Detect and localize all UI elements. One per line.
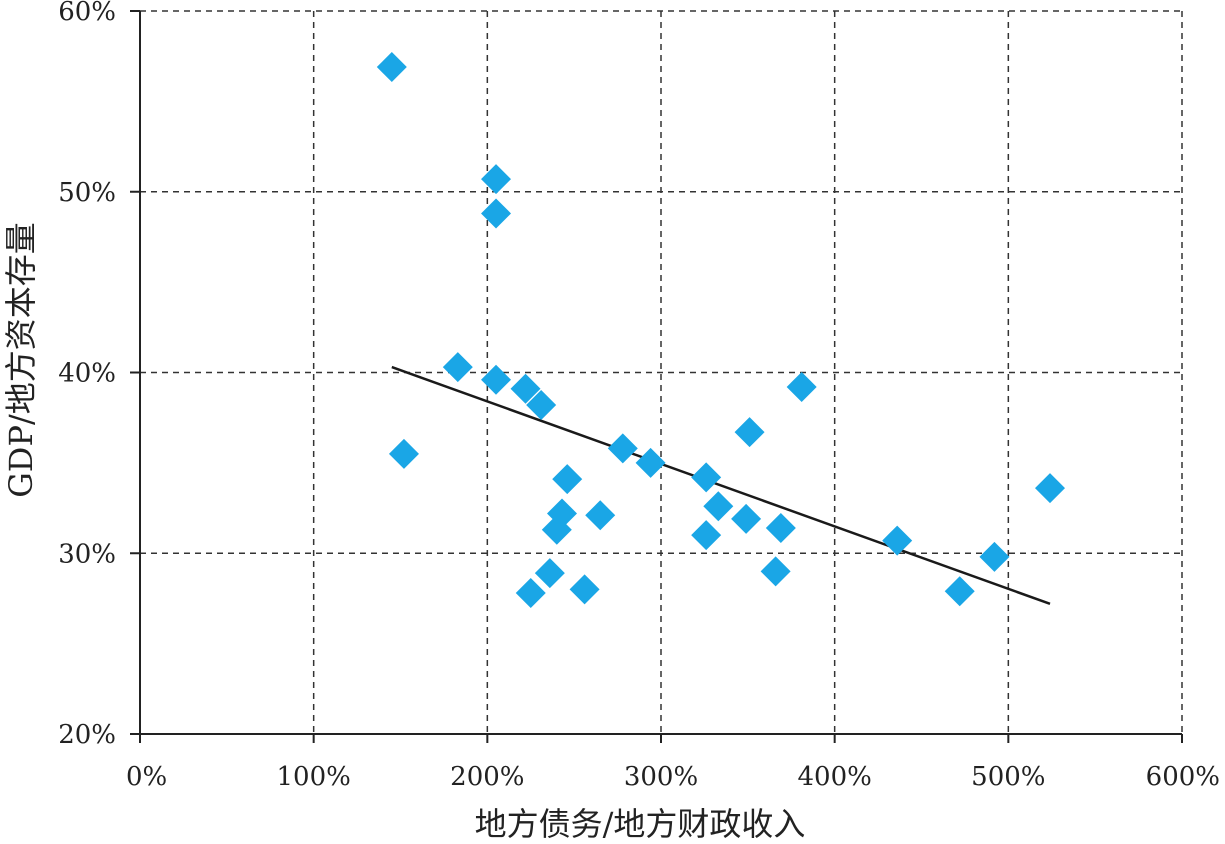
y-tick-label: 60% [58,0,116,27]
data-point [481,164,512,195]
data-point [786,371,817,402]
x-tick-label: 100% [276,762,350,792]
data-point [882,525,913,556]
x-tick-label: 600% [1146,762,1220,792]
data-point [760,556,791,587]
x-axis-title: 地方债务/地方财政收入 [475,805,806,843]
data-point [691,520,722,551]
data-point [765,512,796,543]
data-point [734,417,765,448]
data-point [979,541,1010,572]
data-point [635,447,666,478]
data-point [515,578,546,609]
data-point [731,503,762,534]
data-point [526,390,557,421]
data-point [481,364,512,395]
data-point [569,574,600,605]
x-tick-label: 200% [450,762,524,792]
data-point [607,433,638,464]
data-point [1035,473,1066,504]
x-tick-label: 400% [797,762,871,792]
data-points [376,52,1066,609]
data-point [703,491,734,522]
data-point [691,462,722,493]
trend-line [391,365,1051,606]
y-tick-label: 50% [58,178,116,208]
tick-labels: 20% 30% 40% 50% 60% 0% 100% 200% 300% 400% 500% 600… [58,0,1220,792]
axes [130,10,1183,743]
x-tick-label: 0% [126,762,167,792]
data-point [547,498,578,529]
y-tick-label: 40% [58,359,116,389]
data-point [481,198,512,229]
data-point [944,576,975,607]
data-point [388,438,419,469]
y-tick-label: 30% [58,539,116,569]
data-point [442,352,473,383]
data-point [552,464,583,495]
y-axis-title: GDP/地方资本存量 [2,222,40,498]
x-tick-label: 300% [624,762,698,792]
x-tick-label: 500% [971,762,1045,792]
data-point [585,500,616,531]
y-tick-label: 20% [58,720,116,750]
data-point [510,373,541,404]
data-point [376,52,407,83]
data-point [534,558,565,589]
grid-lines [140,10,1183,734]
